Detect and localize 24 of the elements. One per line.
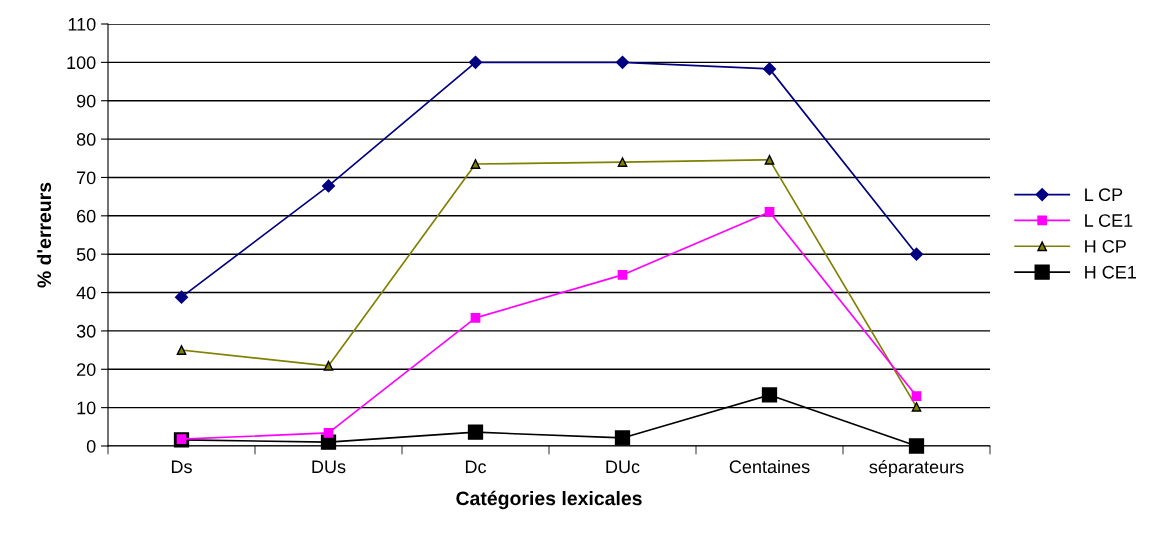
- y-tick-label: 30: [76, 324, 96, 338]
- x-tick-label: Dc: [465, 460, 487, 474]
- y-tick-label: 70: [77, 171, 96, 185]
- y-tick-label: 80: [76, 133, 96, 146]
- legend-label: L CE1: [1085, 214, 1133, 227]
- x-tick-label: DUc: [606, 460, 640, 474]
- y-tick-label: 0: [86, 439, 96, 453]
- y-tick-label: 100: [67, 56, 96, 70]
- x-tick-label: Ds: [171, 460, 192, 474]
- legend-label: L CP: [1085, 188, 1123, 202]
- x-axis-title: Catégories lexicales: [456, 490, 642, 510]
- x-tick-label: Centaines: [729, 459, 810, 474]
- x-tick-label: DUs: [312, 460, 346, 474]
- y-tick-label: 60: [77, 209, 96, 223]
- y-tick-label: 90: [76, 94, 96, 108]
- x-tick-label: séparateurs: [869, 459, 964, 477]
- legend-label: H CE1: [1085, 265, 1136, 279]
- y-tick-label: 20: [77, 363, 96, 376]
- legend-label: H CP: [1085, 239, 1126, 253]
- y-tick-label: 110: [68, 17, 96, 31]
- y-tick-label: 10: [77, 401, 96, 415]
- y-tick-label: 40: [76, 286, 96, 300]
- y-tick-label: 50: [76, 248, 96, 261]
- y-axis-title: % d'erreurs: [36, 182, 52, 288]
